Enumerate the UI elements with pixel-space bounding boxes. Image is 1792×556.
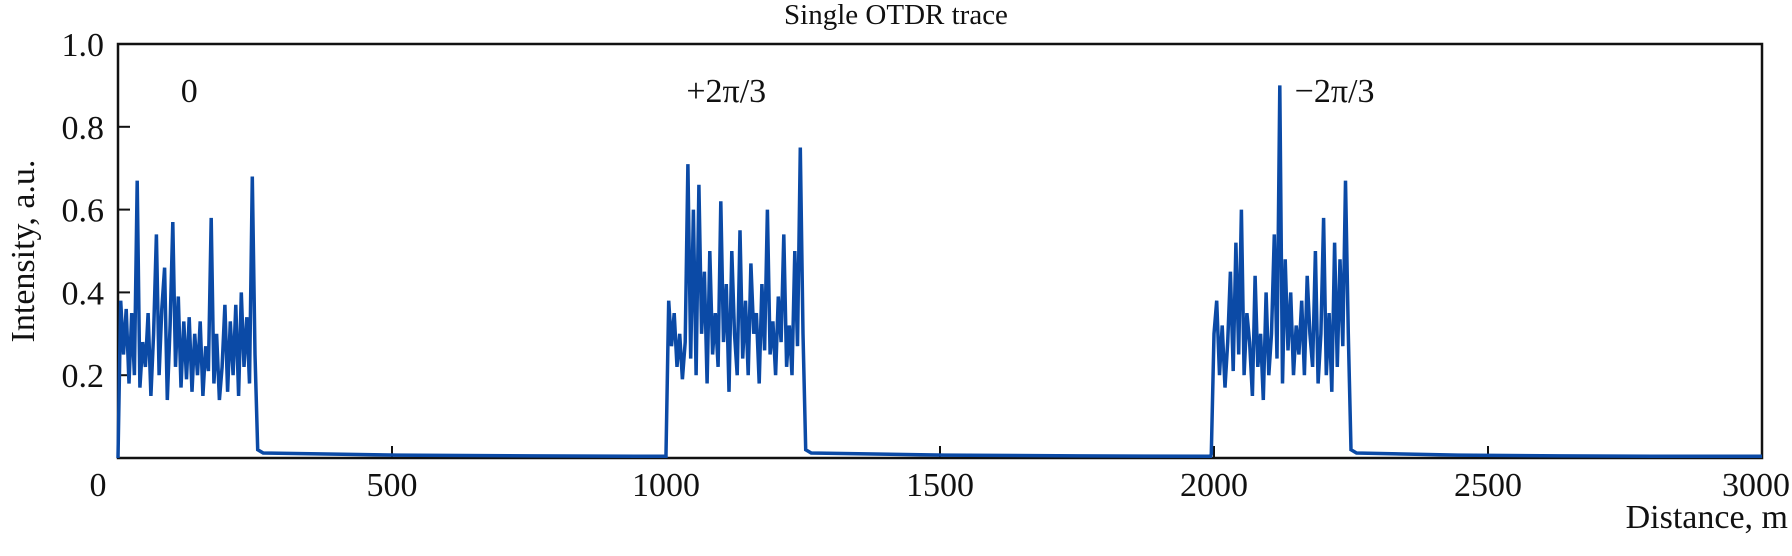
phase-annotation: +2π/3 [686, 73, 766, 110]
x-tick-label: 1000 [632, 467, 700, 504]
trace-line [116, 85, 1762, 459]
phase-annotation: 0 [181, 73, 198, 110]
plot-frame [116, 42, 1764, 460]
x-tick-label: 1500 [906, 467, 974, 504]
annotations: 0 +2π/3 −2π/3 [181, 73, 1375, 110]
y-axis-label: Intensity, a.u. [5, 160, 42, 343]
y-tick-label: 1.0 [62, 27, 105, 64]
x-axis-label: Distance, m [1626, 499, 1788, 536]
y-tick-label: 0.2 [62, 358, 105, 395]
x-tick-label: 2000 [1180, 467, 1248, 504]
phase-annotation: −2π/3 [1295, 73, 1375, 110]
x-tick-label: 500 [367, 467, 418, 504]
trace-series [116, 85, 1762, 459]
y-tick-label: 0.8 [62, 110, 105, 147]
y-tick-label: 0.6 [62, 193, 105, 230]
chart-title: Single OTDR trace [784, 0, 1008, 31]
x-tick-label: 0 [90, 467, 107, 504]
x-tick-label: 2500 [1454, 467, 1522, 504]
y-tick-label: 0.4 [62, 275, 105, 312]
y-axis: 0.2 0.4 0.6 0.8 1.0 [62, 27, 130, 395]
x-tick-label: 3000 [1722, 467, 1790, 504]
